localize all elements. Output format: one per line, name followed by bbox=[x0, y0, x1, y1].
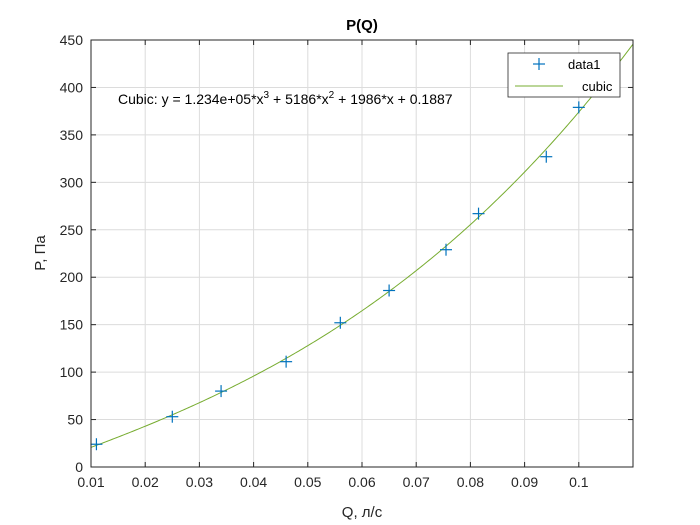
y-tick-label: 350 bbox=[60, 127, 84, 143]
x-tick-label: 0.06 bbox=[348, 474, 375, 490]
x-axis-label: Q, л/с bbox=[342, 504, 383, 521]
y-tick-label: 150 bbox=[60, 317, 84, 333]
y-tick-labels: 0 50 100 150 200 250 300 350 400 450 bbox=[60, 32, 84, 475]
y-tick-label: 0 bbox=[75, 459, 83, 475]
data-point bbox=[215, 385, 228, 398]
y-tick-label: 100 bbox=[60, 364, 84, 380]
data-point bbox=[540, 150, 553, 163]
series-cubic-line bbox=[90, 43, 634, 448]
data-point bbox=[166, 410, 179, 423]
annotation-exp1: 3 bbox=[264, 90, 270, 101]
y-axis-label: P, Па bbox=[32, 235, 49, 271]
svg-text:Cubic: y = 1.234e+05*x3 + 518: Cubic: y = 1.234e+05*x3 + 5186*x2 + 1986… bbox=[118, 90, 453, 107]
data-point bbox=[90, 438, 103, 451]
x-tick-label: 0.1 bbox=[569, 474, 589, 490]
annotation-exp2: 2 bbox=[329, 90, 335, 101]
legend: data1 cubic bbox=[507, 52, 621, 98]
x-tick-label: 0.08 bbox=[457, 474, 484, 490]
x-tick-labels: 0.01 0.02 0.03 0.04 0.05 0.06 0.07 0.08 0.09 0.1 bbox=[77, 474, 588, 490]
x-tick-label: 0.04 bbox=[240, 474, 267, 490]
y-tick-label: 300 bbox=[60, 174, 84, 190]
data-point bbox=[572, 101, 585, 114]
chart-title: P(Q) bbox=[346, 17, 378, 34]
annotation-prefix: Cubic: y = 1.234e+05*x bbox=[118, 91, 264, 107]
data-point bbox=[440, 243, 453, 256]
data-point bbox=[334, 316, 347, 329]
x-tick-label: 0.05 bbox=[294, 474, 321, 490]
x-tick-label: 0.01 bbox=[77, 474, 104, 490]
y-tick-label: 250 bbox=[60, 222, 84, 238]
legend-label-data1: data1 bbox=[568, 57, 601, 72]
data-point bbox=[472, 207, 485, 220]
fit-curve-group bbox=[90, 43, 634, 448]
x-tick-label: 0.09 bbox=[511, 474, 538, 490]
annotation-part2: + 5186*x bbox=[269, 91, 329, 107]
annotation-equation: Cubic: y = 1.234e+05*x3 + 5186*x2 + 1986… bbox=[118, 90, 453, 107]
y-tick-label: 50 bbox=[67, 412, 83, 428]
legend-label-cubic: cubic bbox=[582, 79, 613, 94]
y-tick-label: 400 bbox=[60, 79, 84, 95]
data-point bbox=[383, 284, 396, 297]
axis-ticks bbox=[90, 39, 633, 468]
legend-box bbox=[507, 52, 621, 98]
legend-marker-data1 bbox=[533, 58, 545, 70]
data-markers bbox=[90, 101, 585, 451]
y-tick-label: 200 bbox=[60, 269, 84, 285]
x-tick-label: 0.03 bbox=[186, 474, 213, 490]
x-tick-label: 0.02 bbox=[132, 474, 159, 490]
y-tick-label: 450 bbox=[60, 32, 84, 48]
x-tick-label: 0.07 bbox=[403, 474, 430, 490]
annotation-part3: + 1986*x + 0.1887 bbox=[334, 91, 453, 107]
data-point bbox=[280, 355, 293, 368]
